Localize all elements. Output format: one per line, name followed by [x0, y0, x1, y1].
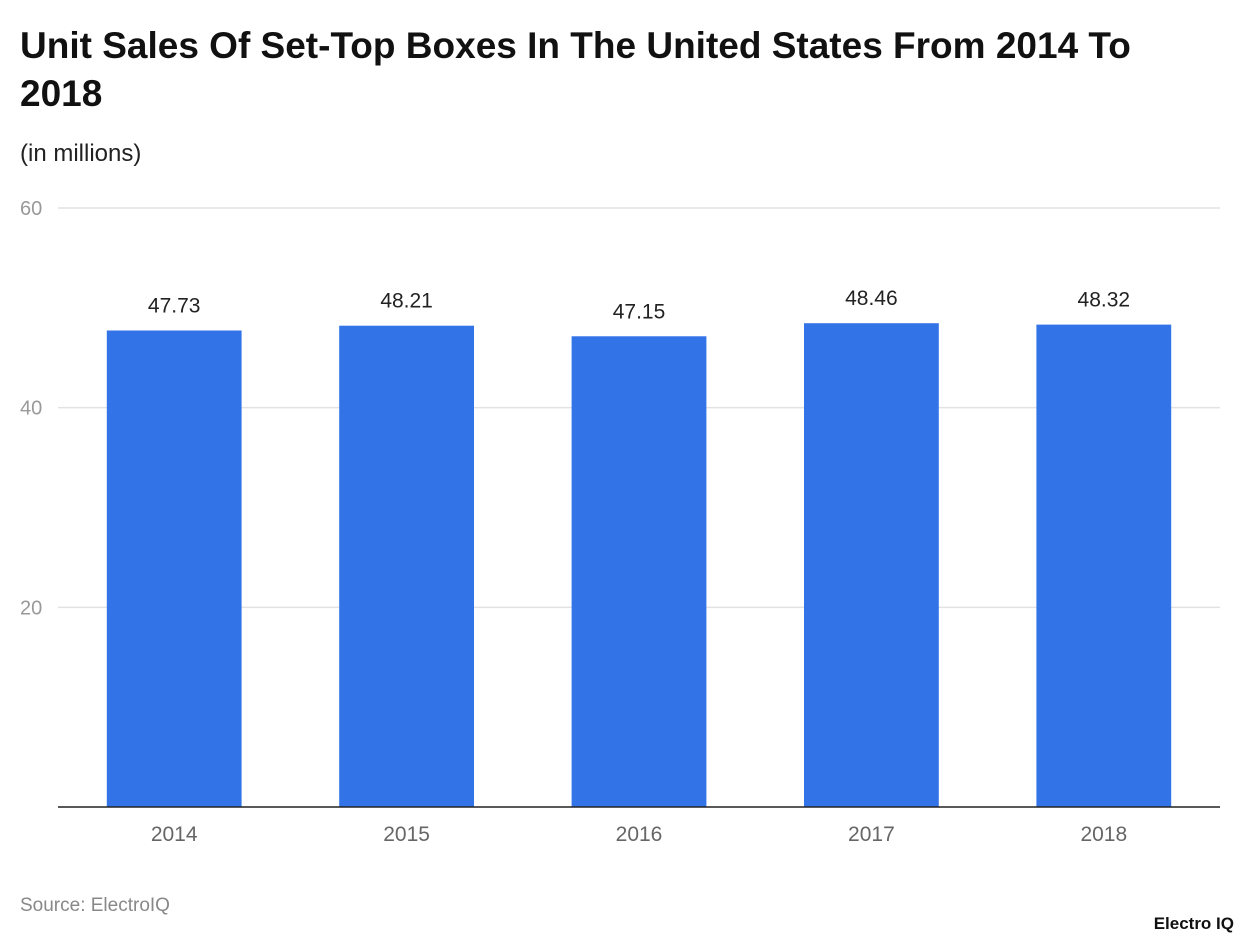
data-label: 48.46 [845, 287, 898, 310]
bar-2018 [1036, 324, 1172, 807]
data-label: 48.32 [1078, 289, 1131, 312]
bar-2017 [804, 323, 939, 807]
data-label: 47.15 [613, 300, 666, 323]
x-tick-label: 2014 [151, 823, 198, 846]
bar-2016 [571, 336, 707, 807]
x-tick-label: 2018 [1080, 823, 1127, 846]
electroiq-logo: Electro IQ [1153, 914, 1234, 933]
x-tick-label: 2017 [848, 823, 895, 846]
x-tick-label: 2016 [616, 823, 663, 846]
y-tick-label: 20 [20, 597, 42, 619]
source-note: Source: ElectroIQ [20, 895, 170, 916]
bar-2014 [106, 330, 242, 807]
chart-title: Unit Sales Of Set-Top Boxes In The Unite… [20, 25, 1131, 114]
y-tick-label: 60 [20, 198, 42, 220]
data-label: 47.73 [148, 294, 201, 317]
chart-subtitle: (in millions) [20, 140, 142, 167]
bar-2015 [339, 325, 474, 807]
x-tick-label: 2015 [383, 823, 430, 846]
y-tick-label: 40 [20, 398, 42, 420]
data-label: 48.21 [380, 290, 433, 313]
